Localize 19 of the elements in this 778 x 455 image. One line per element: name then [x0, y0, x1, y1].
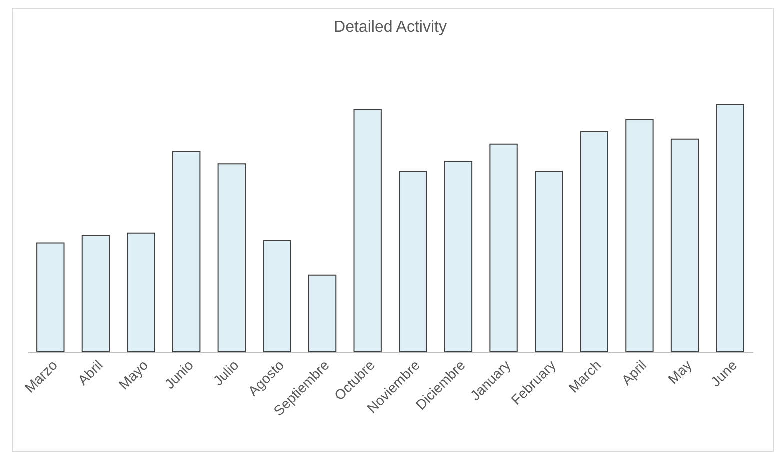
x-tick-label: Julio [210, 356, 242, 389]
bar [399, 171, 428, 352]
bar [490, 144, 518, 352]
bar [172, 151, 201, 352]
bar [580, 131, 608, 352]
bar [670, 138, 700, 352]
chart-title: Detailed Activity [334, 19, 447, 36]
x-tick-label: May [664, 357, 695, 388]
bar [535, 171, 564, 352]
bar [444, 161, 473, 352]
bar [354, 109, 382, 352]
bar [626, 119, 654, 352]
bar [218, 164, 246, 352]
bar [127, 232, 156, 352]
bar [263, 240, 292, 352]
bar [82, 235, 110, 352]
bar [308, 274, 337, 352]
bar [36, 242, 65, 352]
bar [716, 104, 744, 352]
